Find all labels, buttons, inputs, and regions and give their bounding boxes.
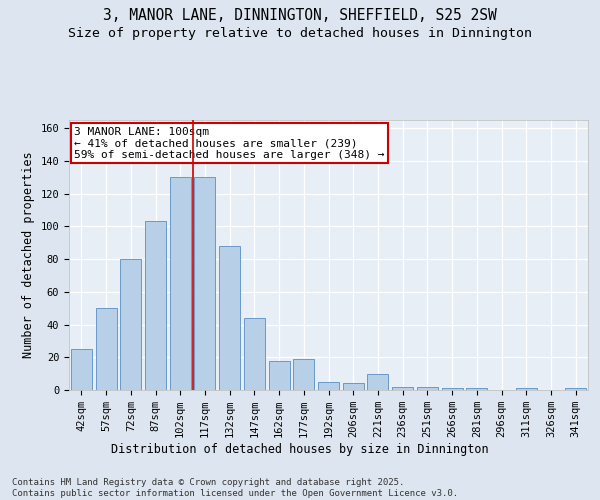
- Bar: [95, 308, 116, 390]
- Text: Size of property relative to detached houses in Dinnington: Size of property relative to detached ho…: [68, 28, 532, 40]
- Bar: [343, 384, 364, 390]
- Bar: [466, 388, 487, 390]
- Bar: [71, 349, 92, 390]
- Bar: [244, 318, 265, 390]
- Bar: [120, 259, 141, 390]
- Text: Contains HM Land Registry data © Crown copyright and database right 2025.
Contai: Contains HM Land Registry data © Crown c…: [12, 478, 458, 498]
- Bar: [417, 386, 438, 390]
- Bar: [318, 382, 339, 390]
- Bar: [269, 360, 290, 390]
- Text: 3 MANOR LANE: 100sqm
← 41% of detached houses are smaller (239)
59% of semi-deta: 3 MANOR LANE: 100sqm ← 41% of detached h…: [74, 126, 385, 160]
- Bar: [293, 359, 314, 390]
- Bar: [145, 222, 166, 390]
- Bar: [219, 246, 240, 390]
- Bar: [565, 388, 586, 390]
- Bar: [516, 388, 537, 390]
- Y-axis label: Number of detached properties: Number of detached properties: [22, 152, 35, 358]
- Text: Distribution of detached houses by size in Dinnington: Distribution of detached houses by size …: [111, 442, 489, 456]
- Bar: [442, 388, 463, 390]
- Bar: [367, 374, 388, 390]
- Text: 3, MANOR LANE, DINNINGTON, SHEFFIELD, S25 2SW: 3, MANOR LANE, DINNINGTON, SHEFFIELD, S2…: [103, 8, 497, 22]
- Bar: [194, 178, 215, 390]
- Bar: [170, 178, 191, 390]
- Bar: [392, 386, 413, 390]
